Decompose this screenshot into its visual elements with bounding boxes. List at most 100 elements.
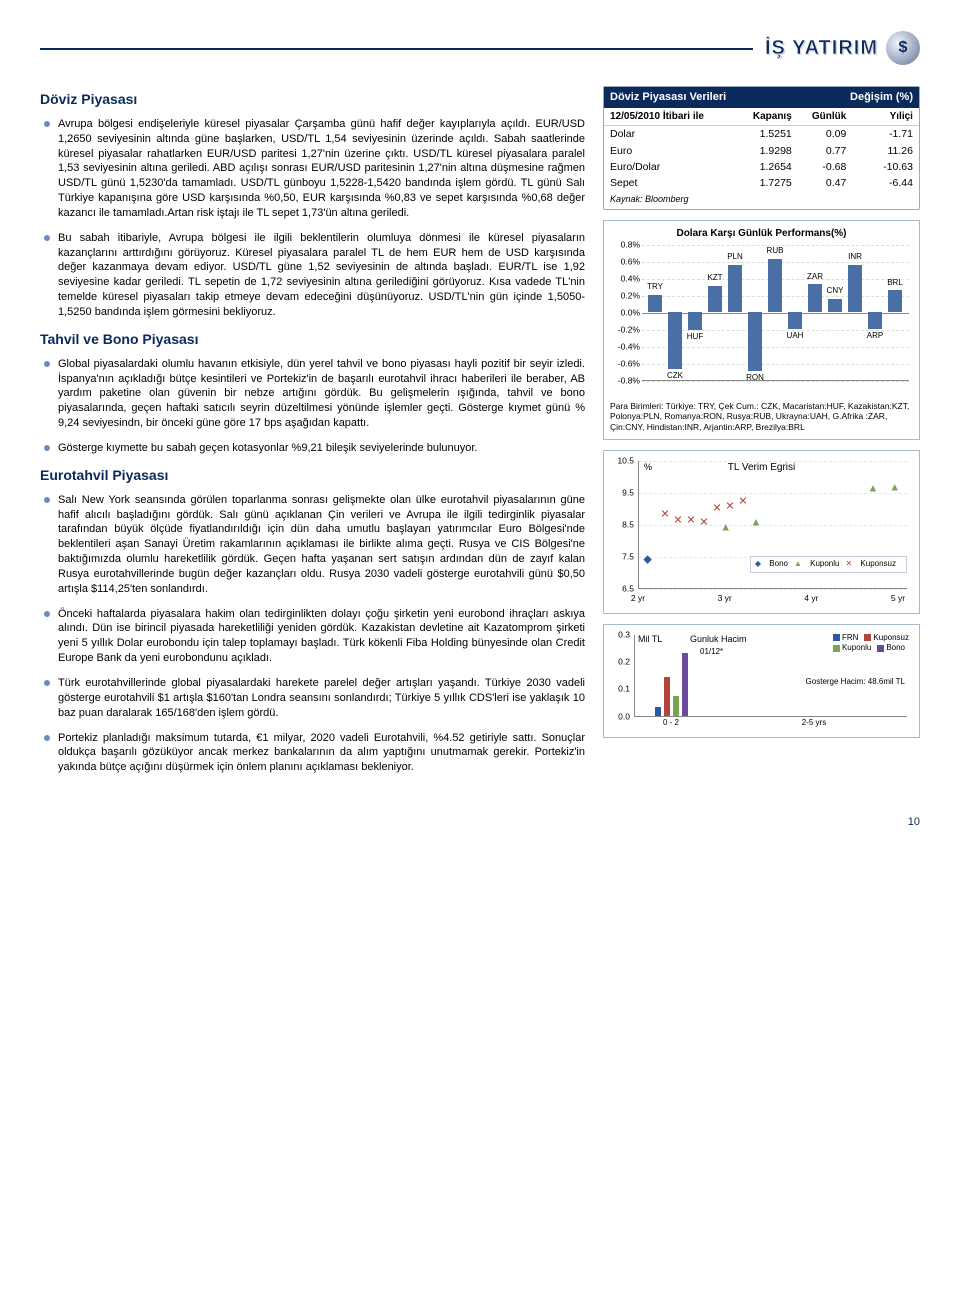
sidebar-column: Döviz Piyasası Verileri Değişim (%) 12/0… (603, 86, 920, 785)
y-axis-label: 0.1 (610, 683, 630, 694)
y-axis-label: 0.8% (610, 239, 640, 250)
yield-data-point: ✕ (686, 516, 695, 527)
y-axis-label: 9.5 (610, 487, 634, 498)
fx-cell: Euro/Dolar (610, 160, 725, 174)
fx-table-source: Kaynak: Bloomberg (604, 191, 919, 209)
y-axis-label: 0.6% (610, 256, 640, 267)
x-axis-label: 3 yr (718, 593, 732, 604)
fx-cell: -0.68 (792, 160, 847, 174)
perf-bar: RON (748, 244, 762, 380)
y-axis-label: 7.5 (610, 551, 634, 562)
fx-cell: 1.9298 (725, 144, 792, 158)
fx-table-row: Sepet1.72750.47-6.44 (604, 175, 919, 191)
page-header: İŞ YATIRIM $ (40, 30, 920, 68)
fx-table-row: Dolar1.52510.09-1.71 (604, 126, 919, 142)
vol-bar (655, 707, 661, 715)
perf-bar: KZT (708, 244, 722, 380)
legend-item: FRN (833, 633, 858, 644)
y-axis-label: 0.2 (610, 656, 630, 667)
page-number: 10 (40, 815, 920, 830)
y-axis-label: 0.4% (610, 273, 640, 284)
y-axis-label: -0.6% (610, 358, 640, 369)
eurobond-paragraph-1: Salı New York seansında görülen toparlan… (40, 493, 585, 597)
section-title-fx: Döviz Piyasası (40, 90, 585, 109)
fx-col-close: Kapanış (725, 110, 792, 124)
perf-bar: ZAR (808, 244, 822, 380)
yield-data-point: ▲ (868, 484, 879, 495)
fx-cell: 0.09 (792, 127, 847, 141)
x-axis-label: 0 - 2 (663, 718, 679, 729)
perf-chart-footnote: Para Birimleri: Türkiye: TRY, Çek Cum.: … (610, 401, 913, 433)
eurobond-paragraph-3: Türk eurotahvillerinde global piyasalard… (40, 676, 585, 721)
legend-item: ◆ Bono (755, 559, 788, 568)
eurobond-paragraph-2: Önceki haftalarda piyasalara hakim olan … (40, 607, 585, 666)
y-axis-label: 0.0 (610, 711, 630, 722)
bond-paragraph-1: Global piyasalardaki olumlu havanın etki… (40, 357, 585, 431)
fx-cell: 11.26 (846, 144, 913, 158)
daily-volume-chart: 0 - 2 2-5 yrs 0.3 0.2 0.1 0.0 Mil TL Gunluk Hac… (603, 624, 920, 738)
y-axis-label: -0.8% (610, 375, 640, 386)
x-axis-label: 4 yr (804, 593, 818, 604)
y-axis-label: 10.5 (610, 455, 634, 466)
fx-table-row: Euro/Dolar1.2654-0.68-10.63 (604, 159, 919, 175)
yield-data-point: ✕ (660, 509, 669, 520)
section-title-bond: Tahvil ve Bono Piyasası (40, 330, 585, 349)
vol-chart-title: Gunluk Hacim (690, 633, 747, 645)
y-axis-label: 0.3 (610, 629, 630, 640)
yield-data-point: ✕ (673, 516, 682, 527)
fx-paragraph-2: Bu sabah itibariyle, Avrupa bölgesi ile … (40, 231, 585, 320)
fx-paragraph-1: Avrupa bölgesi endişeleriyle küresel piy… (40, 117, 585, 221)
perf-bar: UAH (788, 244, 802, 380)
yield-data-point: ▲ (751, 517, 762, 528)
brand-icon: $ (886, 31, 920, 65)
x-axis-label: 2 yr (631, 593, 645, 604)
brand-logo: İŞ YATIRIM $ (753, 30, 920, 66)
fx-cell: 1.2654 (725, 160, 792, 174)
legend-item: Kuponsuz (864, 633, 909, 644)
yield-legend: ◆ Bono▲ Kuponlu✕ Kuponsuz (750, 556, 907, 573)
x-axis-label: 2-5 yrs (802, 718, 826, 729)
perf-chart-title: Dolara Karşı Günlük Performans(%) (610, 227, 913, 241)
fx-cell: 0.47 (792, 176, 847, 190)
daily-performance-chart: Dolara Karşı Günlük Performans(%) TRYCZK… (603, 220, 920, 439)
y-axis-label: -0.4% (610, 341, 640, 352)
yield-chart-title: TL Verim Egrisi (728, 461, 795, 475)
yield-data-point: ✕ (738, 497, 747, 508)
eurobond-paragraph-4: Portekiz planladığı maksimum tutarda, €1… (40, 731, 585, 776)
fx-data-table: Döviz Piyasası Verileri Değişim (%) 12/0… (603, 86, 920, 210)
perf-bar: RUB (768, 244, 782, 380)
perf-bar: HUF (688, 244, 702, 380)
fx-cell: -6.44 (846, 176, 913, 190)
perf-bar-label: BRL (875, 278, 915, 289)
x-axis-label: 5 yr (891, 593, 905, 604)
percent-label: % (644, 461, 652, 473)
perf-bar: CNY (828, 244, 842, 380)
section-title-eurobond: Eurotahvil Piyasası (40, 466, 585, 485)
perf-bar: BRL (888, 244, 902, 380)
fx-table-row: Euro1.92980.7711.26 (604, 143, 919, 159)
fx-col-daily: Günlük (792, 110, 847, 124)
fx-cell: -1.71 (846, 127, 913, 141)
fx-table-change-label: Değişim (%) (850, 90, 913, 105)
fx-cell: Sepet (610, 176, 725, 190)
legend-item: ✕ Kuponsuz (845, 559, 896, 568)
perf-bar: INR (848, 244, 862, 380)
fx-table-title: Döviz Piyasası Verileri (610, 90, 850, 105)
brand-text: İŞ YATIRIM (765, 35, 878, 62)
vol-unit-label: Mil TL (638, 633, 662, 645)
y-axis-label: -0.2% (610, 324, 640, 335)
yield-data-point: ✕ (725, 501, 734, 512)
vol-bar (673, 696, 679, 715)
fx-col-ytd: Yıliçi (846, 110, 913, 124)
bond-paragraph-2: Gösterge kıymette bu sabah geçen kotasyo… (40, 441, 585, 456)
main-text-column: Döviz Piyasası Avrupa bölgesi endişeleri… (40, 86, 585, 785)
fx-cell: Euro (610, 144, 725, 158)
legend-item: Bono (877, 643, 905, 654)
vol-date-label: 01/12* (700, 647, 723, 658)
vol-bar (682, 653, 688, 716)
vol-benchmark-note: Gosterge Hacim: 48.6mil TL (806, 677, 905, 688)
y-axis-label: 0.0% (610, 307, 640, 318)
fx-col-date: 12/05/2010 İtibari ile (610, 110, 725, 124)
y-axis-label: 0.2% (610, 290, 640, 301)
y-axis-label: 8.5 (610, 519, 634, 530)
